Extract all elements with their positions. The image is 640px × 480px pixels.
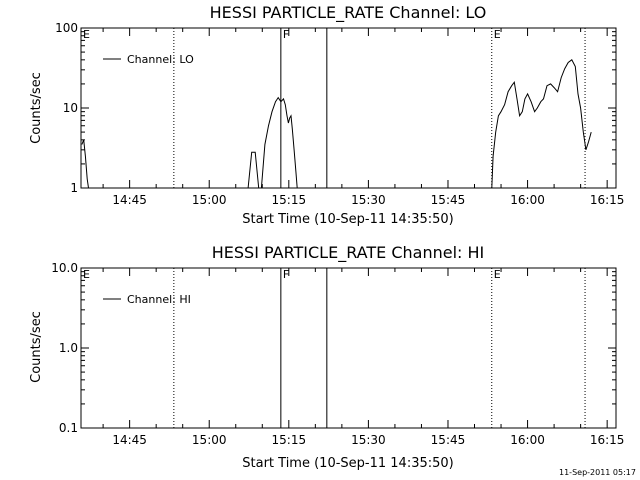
timestamp-label: 11-Sep-2011 05:17 <box>559 468 636 477</box>
x-tick-label: 14:45 <box>112 433 147 447</box>
chart-title-hi: HESSI PARTICLE_RATE Channel: HI <box>212 243 485 263</box>
series-line <box>247 151 260 188</box>
y-axis-label-lo: Counts/sec <box>29 72 44 144</box>
x-tick-label: 16:15 <box>590 433 625 447</box>
x-tick-label: 14:45 <box>112 193 147 207</box>
chart-title-lo: HESSI PARTICLE_RATE Channel: LO <box>210 3 487 23</box>
corner-label: E <box>83 28 90 41</box>
series-line <box>260 96 298 188</box>
y-tick-label: 10.0 <box>51 261 78 275</box>
y-tick-label: 0.1 <box>59 421 78 435</box>
x-axis-label-hi: Start Time (10-Sep-11 14:35:50) <box>242 456 453 471</box>
corner-label: E <box>83 268 90 281</box>
panel-hi: HESSI PARTICLE_RATE Channel: HI Counts/s… <box>29 243 624 471</box>
x-tick-label: 16:00 <box>510 433 545 447</box>
x-tick-label: 15:45 <box>431 193 466 207</box>
event-marker-label: E <box>494 28 501 41</box>
event-marker-label: F <box>283 268 289 281</box>
x-tick-label: 15:30 <box>351 433 386 447</box>
plot-area-hi: 14:45 15:00 15:15 15:30 15:45 16:00 16:15 0.1 1.… <box>51 261 624 447</box>
x-tick-label: 16:00 <box>510 193 545 207</box>
plot-area-lo: 14:45 15:00 15:15 15:30 15:45 16:00 16:15 1 10 10… <box>55 21 624 207</box>
x-tick-label: 15:45 <box>431 433 466 447</box>
x-tick-label: 15:00 <box>192 433 227 447</box>
x-axis-label-lo: Start Time (10-Sep-11 14:35:50) <box>242 212 453 227</box>
y-tick-label: 1.0 <box>59 341 78 355</box>
x-tick-label: 15:00 <box>192 193 227 207</box>
y-tick-label: 100 <box>55 21 78 35</box>
event-marker-label: F <box>283 28 289 41</box>
x-tick-label: 15:15 <box>272 433 307 447</box>
y-axis-label-hi: Counts/sec <box>29 311 44 383</box>
x-tick-label: 15:30 <box>351 193 386 207</box>
plot-frame <box>80 27 617 189</box>
legend-entry: Channel: HI <box>127 293 191 306</box>
event-marker-label: E <box>494 268 501 281</box>
x-tick-label: 16:15 <box>590 193 625 207</box>
series-line <box>491 59 592 188</box>
y-tick-label: 10 <box>63 101 78 115</box>
panel-lo: HESSI PARTICLE_RATE Channel: LO Counts/s… <box>29 3 624 227</box>
y-tick-label: 1 <box>70 181 78 195</box>
series-line <box>81 139 89 188</box>
plot-frame <box>80 267 617 429</box>
legend-entry: Channel: LO <box>127 53 194 66</box>
x-tick-label: 15:15 <box>272 193 307 207</box>
